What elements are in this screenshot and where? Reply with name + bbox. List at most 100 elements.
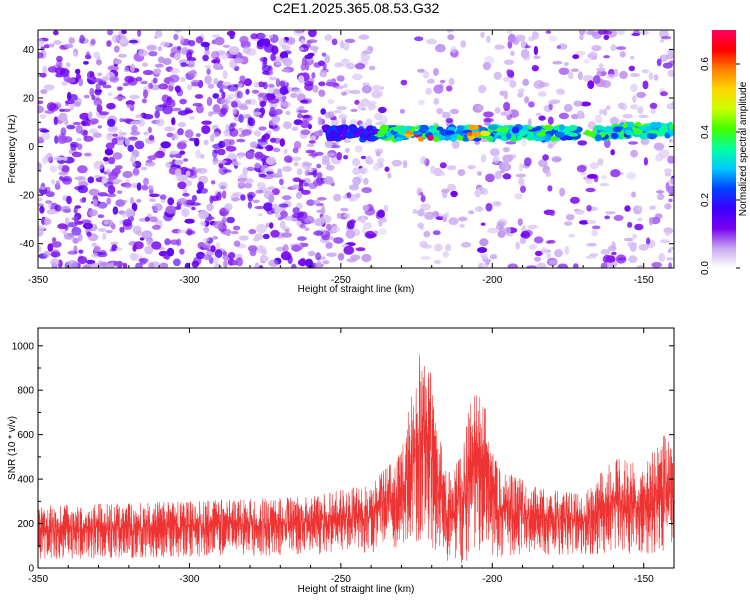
heatmap-noise-cell <box>668 198 673 202</box>
heatmap-noise-cell <box>343 139 352 144</box>
heatmap-noise-cell <box>663 168 673 173</box>
heatmap-noise-cell <box>343 42 350 51</box>
heatmap-noise-cell <box>238 127 243 132</box>
heatmap-noise-cell <box>508 154 517 159</box>
heatmap-noise-cell <box>656 193 665 201</box>
heatmap-noise-cell <box>517 218 523 226</box>
heatmap-noise-cell <box>600 80 612 88</box>
heatmap-noise-cell <box>247 194 254 202</box>
heatmap-noise-cell <box>173 258 181 267</box>
x-tick-label: -350 <box>28 275 48 286</box>
heatmap-noise-cell <box>232 192 243 197</box>
heatmap-noise-cell <box>118 53 127 58</box>
heatmap-noise-cell <box>282 121 292 130</box>
heatmap-noise-cell <box>510 50 515 57</box>
heatmap-noise-cell <box>206 216 215 221</box>
heatmap-noise-cell <box>479 262 489 268</box>
heatmap-noise-cell <box>138 118 145 127</box>
heatmap-noise-cell <box>39 205 45 214</box>
heatmap-noise-cell <box>293 30 304 36</box>
heatmap-noise-cell <box>225 229 231 237</box>
heatmap-noise-cell <box>123 66 130 73</box>
heatmap-noise-cell <box>300 99 309 104</box>
heatmap-noise-cell <box>326 152 336 157</box>
heatmap-signal-cell <box>339 135 347 140</box>
heatmap-noise-cell <box>88 188 100 196</box>
heatmap-noise-cell <box>66 195 72 205</box>
heatmap-noise-cell <box>637 217 643 222</box>
snr-frame <box>37 327 675 569</box>
heatmap-noise-cell <box>76 138 82 142</box>
heatmap-noise-cell <box>292 156 302 162</box>
heatmap-noise-cell <box>184 218 195 224</box>
heatmap-noise-cell <box>237 179 245 186</box>
heatmap-noise-cell <box>107 118 116 127</box>
heatmap-noise-cell <box>149 193 160 198</box>
heatmap-noise-cell <box>668 178 674 185</box>
heatmap-noise-cell <box>95 59 103 66</box>
heatmap-noise-cell <box>237 154 244 160</box>
heatmap-noise-cell <box>38 100 44 105</box>
heatmap-noise-cell <box>316 172 323 179</box>
heatmap-noise-cell <box>224 203 233 211</box>
heatmap-noise-cell <box>298 75 305 84</box>
heatmap-noise-cell <box>190 69 197 78</box>
heatmap-noise-cell <box>300 39 305 46</box>
heatmap-signal-cell <box>436 126 444 131</box>
heatmap-noise-cell <box>324 140 333 148</box>
heatmap-noise-cell <box>505 141 517 145</box>
heatmap-noise-cell <box>318 129 323 137</box>
heatmap-noise-cell <box>299 224 306 229</box>
heatmap-noise-cell <box>606 73 616 80</box>
heatmap-signal-cell <box>468 124 479 131</box>
heatmap-noise-cell <box>257 138 268 143</box>
heatmap-noise-cell <box>131 202 138 212</box>
y-tick-label: 800 <box>17 386 34 397</box>
heatmap-noise-cell <box>75 68 81 75</box>
heatmap-noise-cell <box>524 96 530 104</box>
heatmap-noise-cell <box>542 154 549 161</box>
heatmap-noise-cell <box>233 57 244 64</box>
heatmap-noise-cell <box>636 91 646 99</box>
heatmap-noise-cell <box>297 109 309 114</box>
heatmap-noise-cell <box>111 244 118 252</box>
y-tick-label: 0 <box>28 564 34 575</box>
heatmap-noise-cell <box>106 168 111 175</box>
heatmap-noise-cell <box>609 116 620 125</box>
heatmap-noise-cell <box>258 173 267 178</box>
y-tick-label: 40 <box>23 45 35 56</box>
heatmap-noise-cell <box>494 107 501 114</box>
heatmap-noise-cell <box>38 52 44 59</box>
heatmap-noise-cell <box>160 41 171 48</box>
heatmap-noise-cell <box>228 46 240 55</box>
heatmap-noise-cell <box>203 237 210 242</box>
heatmap-noise-cell <box>107 30 114 36</box>
heatmap-noise-cell <box>659 239 671 244</box>
heatmap-noise-cell <box>494 44 505 50</box>
heatmap-noise-cell <box>297 113 303 119</box>
heatmap-noise-cell <box>517 91 524 98</box>
heatmap-signal-cell <box>502 126 509 134</box>
heatmap-noise-cell <box>186 49 194 55</box>
heatmap-noise-cell <box>249 248 257 257</box>
heatmap-noise-cell <box>519 237 527 245</box>
heatmap-noise-cell <box>340 40 345 49</box>
heatmap-noise-cell <box>312 199 321 205</box>
heatmap-noise-cell <box>433 84 444 94</box>
heatmap-noise-cell <box>631 32 641 37</box>
heatmap-noise-cell <box>45 186 51 193</box>
heatmap-noise-cell <box>533 45 539 56</box>
heatmap-noise-cell <box>119 118 124 123</box>
heatmap-noise-cell <box>189 115 195 120</box>
heatmap-noise-cell <box>154 63 164 68</box>
heatmap-noise-cell <box>244 182 253 189</box>
heatmap-noise-cell <box>650 108 656 115</box>
heatmap-noise-cell <box>220 107 228 115</box>
heatmap-noise-cell <box>592 75 601 84</box>
heatmap-noise-cell <box>322 62 327 71</box>
heatmap-noise-cell <box>308 153 319 157</box>
heatmap-noise-cell <box>433 68 439 76</box>
heatmap-noise-cell <box>266 171 274 175</box>
heatmap-noise-cell <box>60 127 67 136</box>
heatmap-noise-cell <box>137 30 142 37</box>
